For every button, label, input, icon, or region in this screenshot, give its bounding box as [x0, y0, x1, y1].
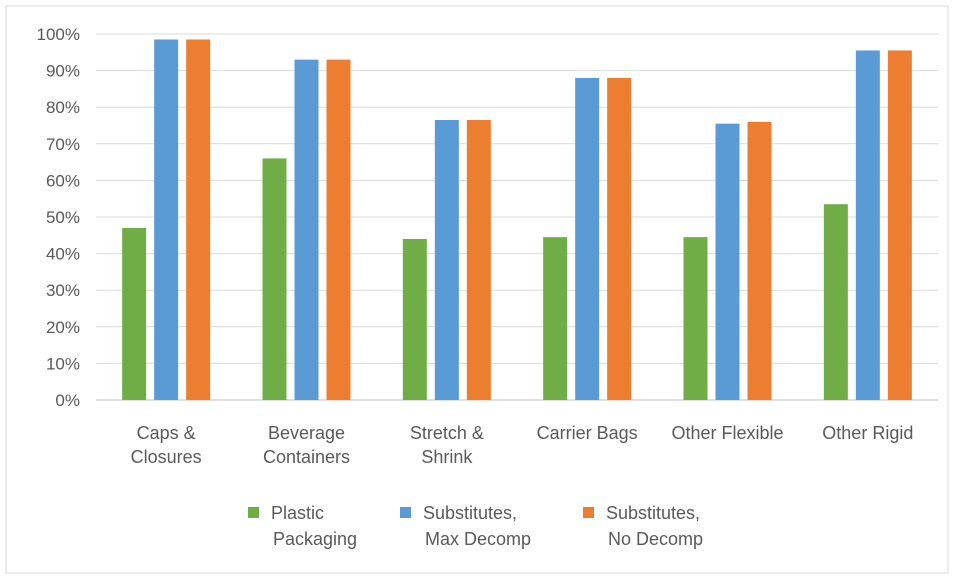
x-category-label: Caps & Closures [131, 423, 202, 467]
y-tick-label: 10% [46, 354, 80, 373]
bar [855, 50, 880, 400]
y-tick-label: 30% [46, 281, 80, 300]
bar [747, 121, 772, 400]
x-category-label: Beverage Containers [263, 423, 350, 467]
bar [887, 50, 912, 400]
legend-item: Plastic Packaging [248, 503, 357, 549]
bar [607, 77, 632, 401]
legend: Plastic Packaging Substitutes, Max Decomp Su… [248, 503, 703, 549]
legend-label: Substitutes, No Decomp [606, 503, 703, 549]
y-tick-label: 50% [46, 208, 80, 227]
bar [154, 39, 179, 401]
legend-swatch [248, 507, 259, 518]
y-tick-label: 40% [46, 245, 80, 264]
bar [294, 59, 319, 401]
y-tick-label: 80% [46, 98, 80, 117]
bar [122, 227, 147, 400]
y-tick-label: 60% [46, 171, 80, 190]
legend-swatch [400, 507, 411, 518]
y-tick-label: 90% [46, 62, 80, 81]
y-tick-label: 70% [46, 135, 80, 154]
legend-item: Substitutes, Max Decomp [400, 503, 531, 549]
bar [575, 77, 600, 401]
bar [823, 204, 848, 400]
bar [186, 39, 211, 401]
x-category-label: Carrier Bags [537, 423, 638, 443]
bars [122, 39, 912, 401]
bar [326, 59, 351, 401]
y-tick-label: 0% [55, 391, 80, 410]
legend-label: Plastic Packaging [271, 503, 357, 549]
x-category-label: Other Rigid [822, 423, 913, 443]
bar [683, 237, 708, 400]
y-tick-label: 100% [37, 25, 80, 44]
legend-swatch [583, 507, 594, 518]
axes: 0% 10% 20% 30% 40% 50% 60% 70% 80% 90% 100% [37, 25, 938, 410]
bar [434, 120, 459, 400]
y-tick-label: 20% [46, 318, 80, 337]
x-category-label: Stretch & Shrink [410, 423, 484, 467]
category-labels: Caps & Closures Beverage Containers Stretch … [131, 423, 914, 467]
gridlines [96, 33, 938, 364]
bar [262, 158, 287, 400]
legend-label: Substitutes, Max Decomp [423, 503, 531, 549]
x-category-label: Other Flexible [671, 423, 783, 443]
bar [466, 120, 491, 400]
bar [402, 238, 427, 400]
bar [543, 237, 568, 400]
legend-item: Substitutes, No Decomp [583, 503, 703, 549]
bar [715, 123, 740, 401]
